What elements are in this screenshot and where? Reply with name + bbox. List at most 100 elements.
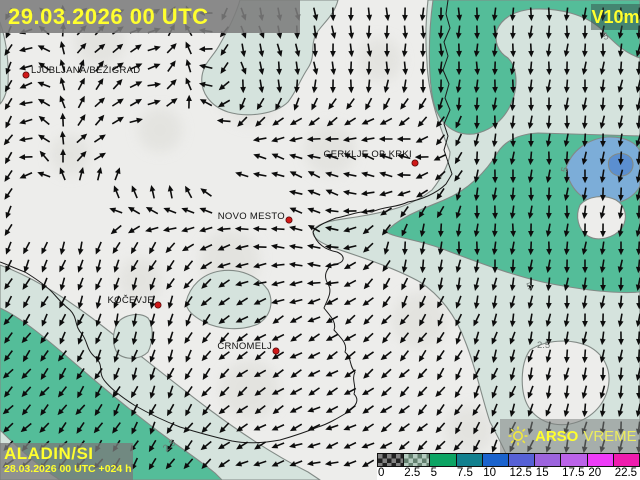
- wind-arrow: [235, 280, 249, 287]
- wind-arrow: [635, 331, 640, 346]
- wind-arrow: [198, 81, 213, 88]
- wind-arrow: [289, 136, 303, 143]
- wind-arrow: [290, 333, 302, 342]
- wind-arrow: [235, 315, 249, 323]
- wind-arrow: [417, 404, 428, 416]
- wind-arrow: [166, 43, 177, 54]
- station-marker: ČRNOMELJ: [217, 341, 280, 355]
- wind-arrow: [492, 115, 498, 130]
- wind-arrow: [581, 115, 588, 130]
- wind-arrow: [363, 314, 374, 325]
- wind-arrow: [149, 349, 156, 363]
- scale-tick-label: 10: [483, 467, 496, 479]
- wind-arrow: [113, 277, 120, 291]
- wind-arrow: [4, 332, 13, 344]
- wind-arrow: [95, 295, 102, 309]
- wind-arrow: [5, 61, 12, 75]
- wind-arrow: [23, 295, 31, 309]
- wind-arrow: [527, 385, 534, 399]
- wind-arrow: [113, 313, 120, 328]
- wind-arrow: [325, 441, 339, 449]
- wind-arrow: [37, 171, 51, 178]
- wind-arrow: [253, 297, 267, 305]
- wind-arrow: [510, 133, 516, 148]
- wind-arrow: [492, 259, 498, 274]
- wind-arrow: [401, 259, 408, 274]
- wind-arrow: [545, 277, 552, 292]
- wind-arrow: [236, 297, 249, 306]
- wind-arrow: [183, 422, 194, 434]
- wind-arrow: [417, 368, 428, 380]
- wind-arrow: [3, 422, 14, 433]
- wind-arrow: [473, 439, 481, 453]
- wind-arrow: [600, 133, 606, 148]
- station-dot: [411, 159, 419, 167]
- wind-arrow: [330, 7, 336, 22]
- mint-kocevje-blob: [112, 313, 153, 359]
- wind-arrow: [306, 136, 321, 142]
- wind-arrow: [545, 331, 552, 346]
- station-name-label: CERKLJE OB KRKI: [324, 149, 412, 160]
- wind-arrow: [131, 185, 138, 199]
- wind-arrow: [234, 225, 249, 232]
- wind-arrow: [563, 403, 570, 417]
- wind-arrow: [582, 223, 588, 238]
- wind-arrow: [147, 99, 161, 106]
- wind-arrow: [130, 385, 139, 399]
- wind-arrow: [113, 331, 121, 345]
- wind-arrow: [401, 295, 408, 309]
- station-name-label: NOVO MESTO: [218, 211, 285, 222]
- wind-arrow: [417, 116, 428, 128]
- wind-arrow: [311, 79, 318, 94]
- wind-arrow: [93, 422, 104, 434]
- wind-arrow: [21, 404, 32, 416]
- wind-arrow: [509, 259, 516, 274]
- wind-arrow: [396, 136, 411, 142]
- wind-arrow: [436, 331, 445, 344]
- wind-arrow: [289, 298, 303, 305]
- wind-arrow: [455, 223, 462, 238]
- wind-arrow: [545, 385, 552, 400]
- wind-arrow: [383, 79, 390, 93]
- wind-arrow: [4, 187, 13, 200]
- wind-arrow: [420, 79, 426, 94]
- wind-arrow: [149, 385, 156, 399]
- wind-arrow: [419, 259, 426, 274]
- wind-arrow: [4, 278, 13, 290]
- wind-arrow: [528, 241, 534, 256]
- wind-arrow: [289, 405, 303, 413]
- wind-arrow: [237, 386, 248, 397]
- wind-arrow: [235, 262, 249, 269]
- wind-arrow: [455, 421, 463, 435]
- wind-arrow: [130, 241, 139, 255]
- scale-color-box: [613, 454, 640, 466]
- wind-arrow: [362, 260, 374, 271]
- wind-arrow: [564, 115, 570, 130]
- wind-arrow: [96, 167, 103, 181]
- wind-arrow: [600, 223, 606, 238]
- wind-arrow: [181, 243, 195, 252]
- wind-arrow: [113, 367, 120, 381]
- wind-arrow: [617, 349, 624, 363]
- wind-arrow: [272, 404, 284, 415]
- station-marker: NOVO MESTO: [218, 211, 293, 224]
- wind-arrow: [306, 280, 321, 287]
- wind-arrow: [401, 223, 408, 237]
- wind-arrow: [398, 423, 410, 432]
- wind-arrow: [4, 223, 13, 236]
- wind-arrow: [5, 205, 12, 219]
- wind-arrow: [95, 313, 102, 327]
- wind-arrow: [383, 97, 391, 111]
- wind-arrow: [113, 403, 120, 417]
- wind-arrow: [528, 277, 534, 292]
- wind-arrow: [399, 386, 410, 398]
- wind-arrow: [18, 136, 33, 143]
- wind-arrow: [343, 153, 357, 161]
- wind-arrow: [509, 115, 516, 130]
- wind-arrow: [19, 82, 33, 89]
- wind-arrow: [57, 386, 68, 398]
- wind-arrow: [19, 64, 33, 71]
- wind-arrow: [527, 295, 534, 309]
- wind-arrow: [167, 313, 174, 327]
- wind-arrow: [617, 367, 624, 382]
